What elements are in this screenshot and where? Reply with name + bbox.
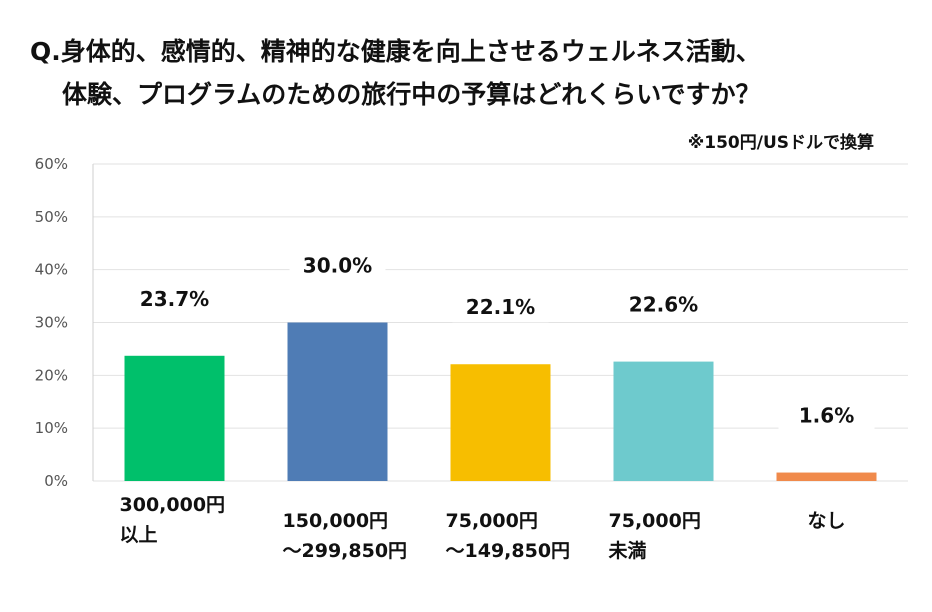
- data-label-background-1: [126, 283, 223, 314]
- x-category-label-4-line-1: 75,000円: [609, 510, 701, 532]
- data-label-background-3: [452, 292, 549, 323]
- x-category-label-3-line-2: ～149,850円: [446, 540, 571, 562]
- x-category-label-1-line-1: 300,000円: [120, 494, 226, 516]
- bar-2: [287, 322, 388, 481]
- y-tick-label-40: 40%: [35, 261, 68, 279]
- x-category-label-4-line-2: 未満: [608, 539, 647, 562]
- data-label-background-2: [289, 250, 386, 281]
- bar-3: [450, 364, 551, 481]
- data-label-4: 22.6%: [629, 293, 698, 317]
- x-category-label-2-line-2: ～299,850円: [283, 540, 408, 562]
- y-tick-label-50: 50%: [35, 208, 68, 226]
- data-label-3: 22.1%: [466, 295, 535, 319]
- y-tick-label-60: 60%: [35, 155, 68, 173]
- data-label-2: 30.0%: [303, 254, 372, 278]
- y-tick-label-30: 30%: [35, 314, 68, 332]
- y-tick-label-10: 10%: [35, 419, 68, 437]
- data-label-5: 1.6%: [799, 404, 854, 428]
- data-label-background-4: [615, 289, 712, 320]
- bar-1: [124, 355, 225, 481]
- x-category-label-5-line-1: なし: [807, 510, 845, 532]
- data-label-background-5: [778, 400, 875, 431]
- x-category-label-3-line-1: 75,000円: [446, 510, 538, 532]
- y-tick-label-0: 0%: [44, 472, 68, 490]
- data-label-1: 23.7%: [140, 287, 209, 311]
- chart-title-line-2: 体験、プログラムのための旅行中の予算はどれくらいですか？: [62, 80, 761, 109]
- bar-5: [776, 472, 877, 481]
- x-category-label-1-line-2: 以上: [120, 524, 158, 546]
- chart-title: Q.身体的、感情的、精神的な健康を向上させるウェルネス活動、 体験、プログラムの…: [30, 30, 920, 116]
- x-category-label-2-line-1: 150,000円: [283, 510, 389, 532]
- y-tick-label-20: 20%: [35, 366, 68, 384]
- bar-4: [613, 361, 714, 481]
- currency-note: ※150円/USドルで換算: [687, 133, 874, 153]
- chart-title-line-1: Q.身体的、感情的、精神的な健康を向上させるウェルネス活動、: [30, 37, 761, 66]
